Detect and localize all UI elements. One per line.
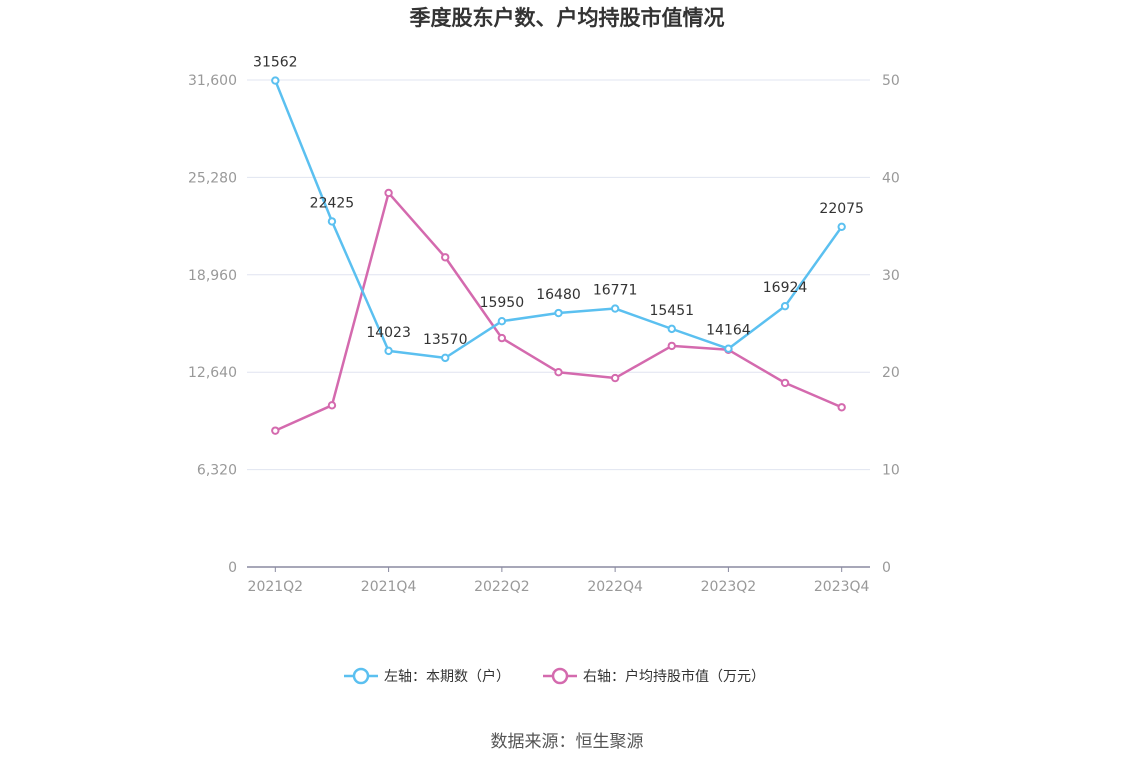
data-label: 13570 bbox=[423, 332, 468, 348]
data-label: 14164 bbox=[706, 323, 751, 339]
data-point-left bbox=[384, 346, 393, 356]
y-left-tick-label: 18,960 bbox=[188, 268, 237, 284]
data-label: 31562 bbox=[253, 55, 298, 71]
data-point-left bbox=[271, 76, 280, 85]
y-right-tick-label: 10 bbox=[882, 463, 900, 479]
x-tick-label: 2023Q2 bbox=[701, 579, 757, 595]
x-tick-label: 2023Q4 bbox=[814, 579, 870, 595]
y-right-tick-label: 20 bbox=[882, 365, 900, 381]
x-tick-label: 2021Q2 bbox=[248, 579, 304, 595]
y-right-tick-label: 40 bbox=[882, 170, 900, 186]
data-point-left bbox=[554, 308, 563, 318]
data-label: 15950 bbox=[480, 295, 525, 311]
data-point-right bbox=[271, 426, 280, 435]
data-point-left bbox=[610, 304, 620, 313]
data-point-right bbox=[610, 373, 620, 383]
data-point-right bbox=[554, 368, 563, 377]
data-label: 16480 bbox=[536, 287, 581, 303]
y-right-tick-label: 50 bbox=[882, 73, 900, 89]
data-point-right bbox=[327, 401, 337, 410]
y-left-tick-label: 25,280 bbox=[188, 170, 237, 186]
grid-layer bbox=[247, 79, 870, 471]
legend-marker-icon bbox=[551, 667, 569, 685]
data-point-left bbox=[497, 316, 507, 326]
data-label: 15451 bbox=[649, 303, 694, 319]
data-label-layer: 31562 22425 14023 13570 15950 16480 16771 15451… bbox=[253, 55, 864, 348]
axis-layer: 0 0 6,320 10 12,640 20 18,960 30 25,280 40 31,600 5… bbox=[188, 73, 900, 595]
legend[interactable]: 左轴：本期数（户） 右轴：户均持股市值（万元） bbox=[344, 667, 765, 685]
data-point-left bbox=[667, 324, 676, 334]
data-point-right bbox=[497, 333, 507, 343]
x-tick-label: 2022Q4 bbox=[587, 579, 643, 595]
data-point-left bbox=[724, 344, 733, 353]
legend-marker-icon bbox=[352, 667, 370, 685]
data-label: 16771 bbox=[593, 283, 638, 299]
y-left-tick-label: 12,640 bbox=[188, 365, 237, 381]
data-point-right bbox=[384, 188, 393, 198]
data-label: 22075 bbox=[819, 201, 864, 217]
data-label: 16924 bbox=[763, 280, 808, 296]
data-point-left bbox=[780, 301, 790, 311]
data-label: 14023 bbox=[366, 325, 411, 341]
data-point-left bbox=[837, 222, 846, 231]
y-right-tick-label: 30 bbox=[882, 268, 900, 284]
y-right-tick-label: 0 bbox=[882, 560, 891, 576]
source-note: 数据来源：恒生聚源 bbox=[491, 732, 644, 752]
legend-label: 右轴：户均持股市值（万元） bbox=[583, 668, 765, 685]
legend-label: 左轴：本期数（户） bbox=[384, 668, 510, 685]
y-left-tick-label: 0 bbox=[228, 560, 237, 576]
y-left-tick-label: 6,320 bbox=[197, 463, 237, 479]
data-label: 22425 bbox=[310, 195, 355, 211]
legend-item-right[interactable]: 右轴：户均持股市值（万元） bbox=[543, 667, 765, 685]
series-layer bbox=[271, 76, 846, 435]
data-point-right bbox=[780, 378, 790, 388]
x-tick-label: 2021Q4 bbox=[361, 579, 417, 595]
x-tick-label: 2022Q2 bbox=[474, 579, 530, 595]
data-point-right bbox=[441, 253, 450, 262]
chart-title: 季度股东户数、户均持股市值情况 bbox=[410, 6, 725, 30]
y-left-tick-label: 31,600 bbox=[188, 73, 237, 89]
data-point-left bbox=[441, 353, 450, 363]
data-point-left bbox=[327, 217, 337, 226]
data-point-right bbox=[837, 403, 846, 412]
legend-item-left[interactable]: 左轴：本期数（户） bbox=[344, 667, 510, 685]
data-point-right bbox=[667, 341, 676, 351]
